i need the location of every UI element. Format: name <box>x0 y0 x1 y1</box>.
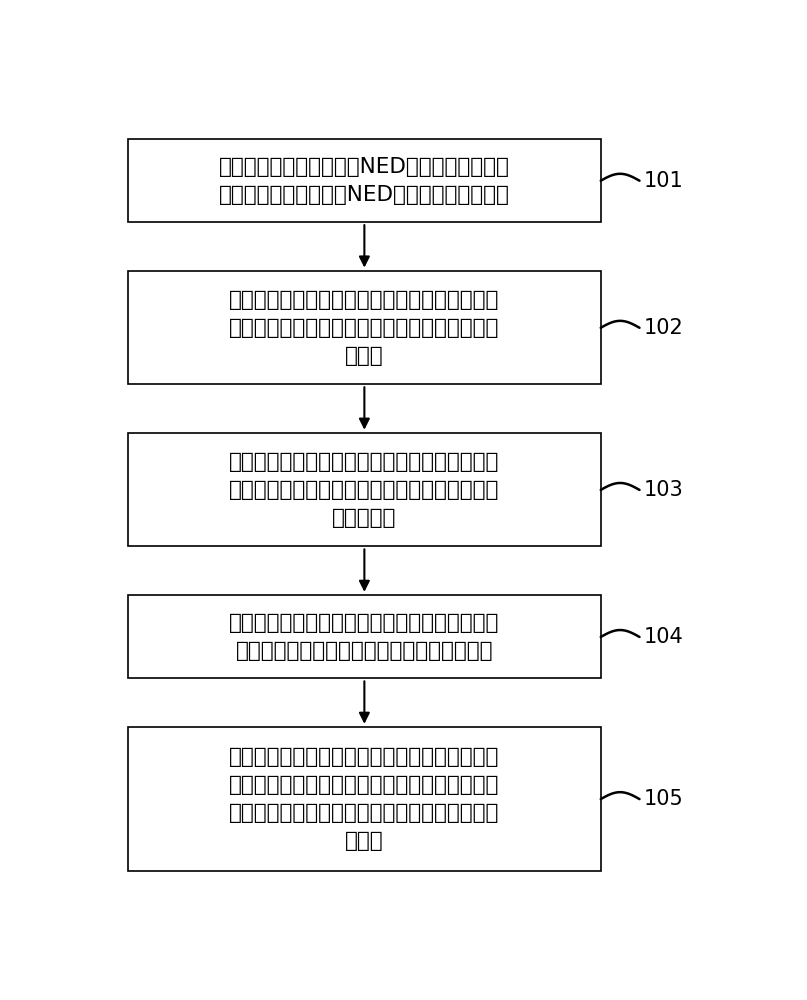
Text: 103: 103 <box>644 480 684 500</box>
Bar <box>128 139 600 222</box>
Bar <box>128 271 600 384</box>
Bar <box>128 595 600 678</box>
Text: 102: 102 <box>644 318 684 338</box>
Bar <box>128 433 600 546</box>
Text: 根据无人机受到的合力，无人机及其周围僚机的
飞行状态信息，确定无人机的运动趋势，以使控
制器根据无人机的运动模型对无人机编队进行飞
行控制: 根据无人机受到的合力，无人机及其周围僚机的 飞行状态信息，确定无人机的运动趋势，… <box>229 747 500 851</box>
Text: 104: 104 <box>644 627 684 647</box>
Text: 根据无人机的速度矢量、与无人机相对应的障碍
物的速度矢量，确定无人机所受到的障碍物对其
施加的斥力: 根据无人机的速度矢量、与无人机相对应的障碍 物的速度矢量，确定无人机所受到的障碍… <box>229 452 500 528</box>
Text: 105: 105 <box>644 789 684 809</box>
Bar <box>128 727 600 871</box>
Text: 根据无人机受到的引力与无人机受到的所有障碍
物对其施加的斥力，确定无人机所受到的合力: 根据无人机受到的引力与无人机受到的所有障碍 物对其施加的斥力，确定无人机所受到的… <box>229 613 500 661</box>
Text: 101: 101 <box>644 171 684 191</box>
Text: 将编队坐标系转换到全局NED坐标系，确定编队
中每个无人机在该全局NED坐标系中的理想位置: 将编队坐标系转换到全局NED坐标系，确定编队 中每个无人机在该全局NED坐标系中… <box>219 157 510 205</box>
Text: 根据无人机的预定目标位置，无人机的该理想位
置，确定无人机所受到的预定目标位置对其施加
的引力: 根据无人机的预定目标位置，无人机的该理想位 置，确定无人机所受到的预定目标位置对… <box>229 290 500 366</box>
